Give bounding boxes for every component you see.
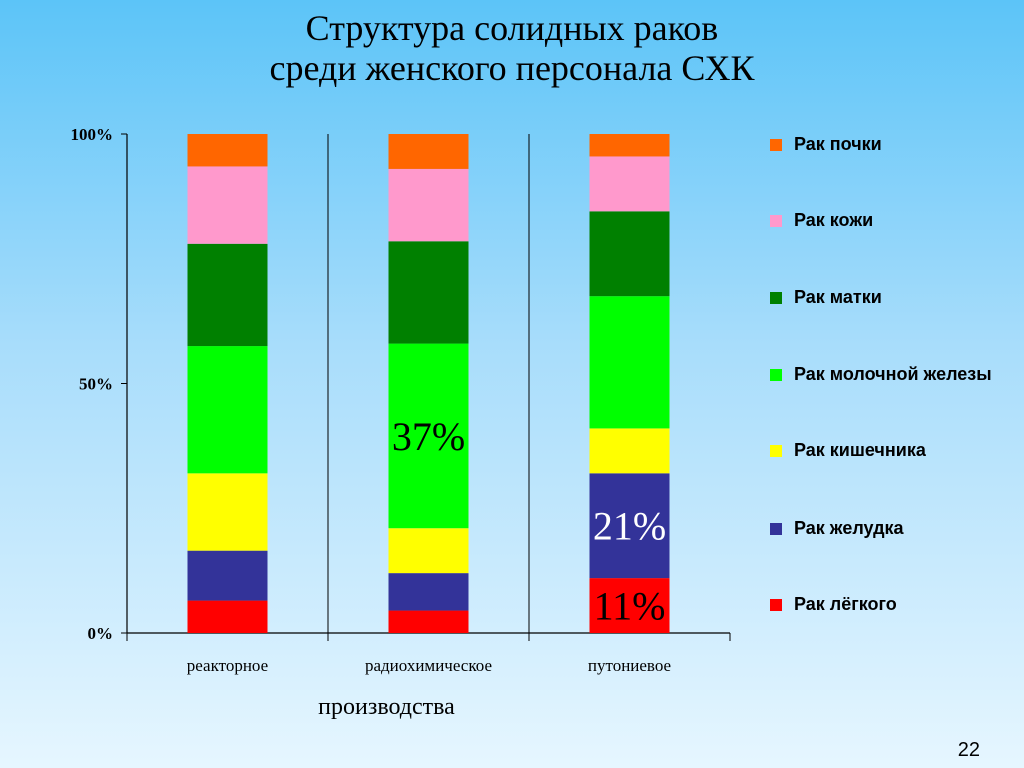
slide-title-line2: среди женского персонала СХК <box>269 48 755 88</box>
legend-label-skin: Рак кожи <box>794 210 874 230</box>
y-tick-label: 50% <box>79 375 113 394</box>
bar-segment <box>589 296 670 429</box>
legend-swatch-kidney <box>770 139 782 151</box>
legend-label-colon: Рак кишечника <box>794 440 926 460</box>
y-tick-label: 0% <box>88 624 114 643</box>
bar-segment <box>589 578 670 633</box>
slide-title-line1: Структура солидных раков <box>305 8 719 48</box>
data-label: 37% <box>392 414 465 459</box>
legend-label-kidney: Рак почки <box>794 134 882 154</box>
bar-segment <box>589 428 670 474</box>
bar-segment <box>187 346 268 474</box>
bar-segment <box>589 134 670 157</box>
legend-swatch-breast <box>770 369 782 381</box>
bar-segment <box>589 156 670 212</box>
data-label: 21% <box>593 504 666 549</box>
x-axis-label: производства <box>318 694 455 720</box>
bar-segment <box>187 166 268 244</box>
bar-segment <box>187 243 268 347</box>
legend-swatch-uterus <box>770 292 782 304</box>
legend-swatch-skin <box>770 215 782 227</box>
legend-swatch-lung <box>770 599 782 611</box>
bar-segment <box>187 473 268 551</box>
bar-segment <box>388 241 469 344</box>
y-tick-label: 100% <box>71 125 114 144</box>
bar-segment <box>388 528 469 574</box>
legend-label-stomach: Рак желудка <box>794 518 904 538</box>
bar-segment <box>388 134 469 169</box>
legend-swatch-colon <box>770 445 782 457</box>
legend-swatch-stomach <box>770 523 782 535</box>
x-tick-label: путониевое <box>588 656 671 675</box>
data-label: 11% <box>594 584 666 629</box>
bar-segment <box>388 168 469 242</box>
bar-segment <box>187 134 268 167</box>
bar-segment <box>388 610 469 633</box>
legend-label-breast: Рак молочной железы <box>794 364 992 384</box>
legend-label-lung: Рак лёгкого <box>794 594 897 614</box>
legend-label-uterus: Рак матки <box>794 287 882 307</box>
x-tick-label: радиохимическое <box>365 656 492 675</box>
bar-segment <box>388 343 469 529</box>
bar-segment <box>187 600 268 633</box>
bar-segment <box>187 550 268 601</box>
chart-legend: Рак почки Рак кожи Рак матки Рак молочно… <box>770 128 1020 628</box>
page-number: 22 <box>957 739 980 761</box>
bar-segment <box>388 573 469 611</box>
bar-segment <box>589 473 670 579</box>
x-tick-label: реакторное <box>187 656 268 675</box>
bar-segment <box>589 211 670 297</box>
